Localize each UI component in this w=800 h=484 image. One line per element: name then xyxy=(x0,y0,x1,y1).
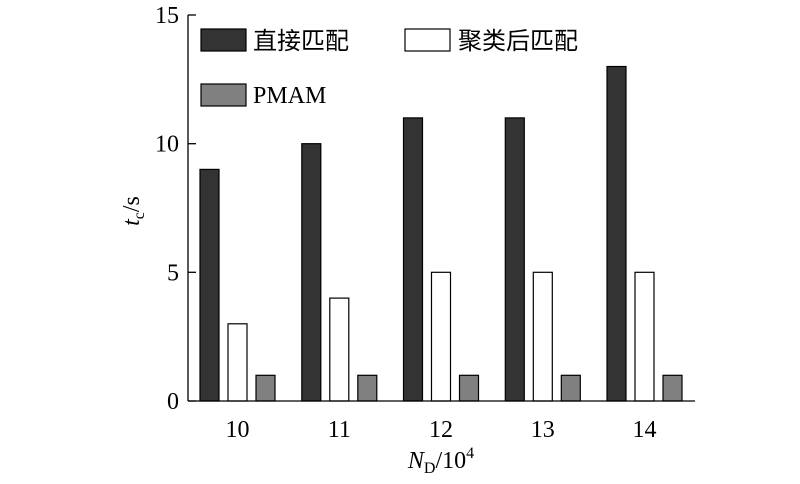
y-axis-label-sub: c xyxy=(131,212,148,219)
x-axis-label-sub: D xyxy=(424,460,436,477)
legend-swatch-0 xyxy=(200,28,247,52)
x-axis-label-unit: /10 xyxy=(435,448,466,474)
bar-series-1-category-12 xyxy=(430,271,452,402)
bar-series-0-category-12 xyxy=(402,117,424,402)
bar-series-1-category-10 xyxy=(227,323,248,402)
legend-label-1: 聚类后匹配 xyxy=(458,28,578,55)
y-ticks: 0 5 10 15 xyxy=(155,3,196,415)
legend-swatch-2 xyxy=(200,83,247,107)
y-tick-label-0: 0 xyxy=(167,389,179,415)
bar-series-2-category-11 xyxy=(357,374,378,402)
x-tick-label-10: 10 xyxy=(226,417,250,443)
legend-label-0: 直接匹配 xyxy=(253,28,349,55)
y-axis-label: tc/s xyxy=(119,196,148,226)
bars-layer xyxy=(199,65,683,402)
legend-item-2: PMAM xyxy=(200,83,326,109)
bar-series-0-category-13 xyxy=(504,117,525,402)
bar-series-1-category-11 xyxy=(329,297,350,402)
y-tick-label-15: 15 xyxy=(155,3,179,29)
y-tick-label-10: 10 xyxy=(155,132,179,158)
bar-series-1-category-13 xyxy=(532,271,553,402)
legend-label-2: PMAM xyxy=(253,83,326,109)
legend-swatch-1 xyxy=(404,28,451,52)
y-tick-label-5: 5 xyxy=(167,260,179,286)
bar-series-0-category-10 xyxy=(199,168,220,402)
x-axis-label-sup: 4 xyxy=(466,445,474,462)
x-tick-label-11: 11 xyxy=(328,417,351,443)
legend-item-1: 聚类后匹配 xyxy=(404,28,578,55)
x-axis-label: ND/104 xyxy=(407,445,474,477)
bar-series-0-category-14 xyxy=(606,65,627,402)
x-ticks: 10 11 12 13 14 xyxy=(226,417,657,443)
bar-series-2-category-14 xyxy=(662,374,683,402)
legend: 直接匹配 聚类后匹配 PMAM xyxy=(200,28,578,109)
bar-series-2-category-13 xyxy=(560,374,581,402)
bar-series-2-category-10 xyxy=(255,374,276,402)
bar-series-2-category-12 xyxy=(458,374,480,402)
x-tick-label-12: 12 xyxy=(429,417,453,443)
x-tick-label-13: 13 xyxy=(531,417,555,443)
bar-series-1-category-14 xyxy=(634,271,655,402)
legend-item-0: 直接匹配 xyxy=(200,28,349,55)
y-axis-label-unit: /s xyxy=(119,196,145,212)
y-axis-label-var: t xyxy=(119,218,145,226)
bar-series-0-category-11 xyxy=(301,143,322,402)
x-tick-label-14: 14 xyxy=(633,417,657,443)
x-axis-label-var: N xyxy=(407,448,426,474)
